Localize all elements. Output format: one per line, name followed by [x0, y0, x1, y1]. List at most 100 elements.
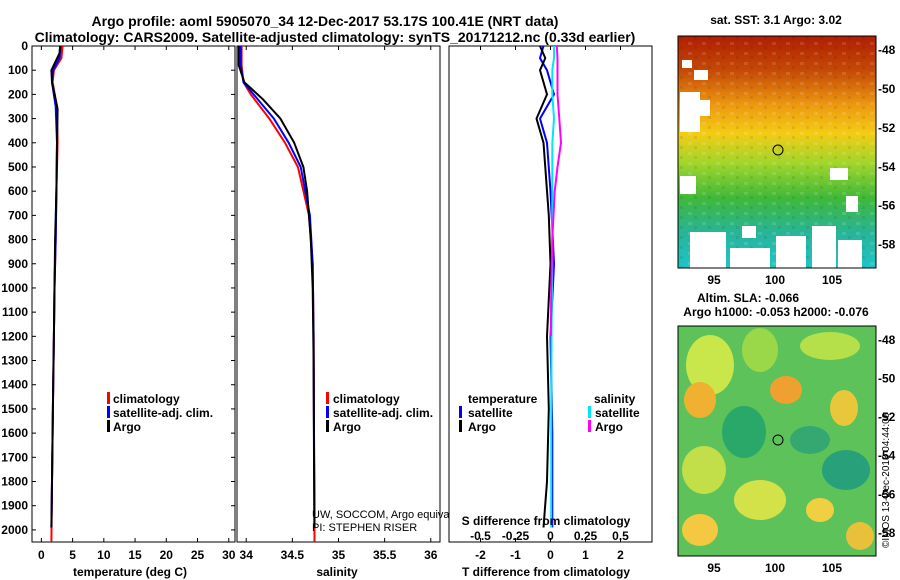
depth-tick-label: 800 — [8, 233, 28, 247]
map-lon-label: 105 — [822, 273, 842, 287]
map-lat-label: -56 — [878, 487, 896, 501]
depth-tick-label: 600 — [8, 184, 28, 198]
legend-climatology-s: climatology — [333, 392, 400, 406]
temperature-legend: climatology satellite-adj. clim. Argo — [107, 392, 213, 434]
series-line-temperature-argo — [535, 46, 552, 528]
legend-swatch-climatology — [107, 392, 110, 404]
s-difference-ticks: -0.5 -0.25 0 0.25 0.5 — [470, 529, 629, 543]
x-tick-label: 35.5 — [373, 548, 397, 562]
map-lon-label: 95 — [707, 273, 721, 287]
x-tick-label: 0 — [38, 548, 45, 562]
legend-swatch-argo — [107, 420, 110, 432]
s-difference-xlabel: S difference from climatology — [462, 514, 631, 528]
sla-lon-ticks: 95 100 105 — [707, 561, 842, 575]
s-diff-tick-label: -0.25 — [502, 529, 530, 543]
depth-tick-label: 100 — [8, 63, 28, 77]
legend-swatch-t-satellite — [459, 406, 462, 418]
x-tick-label: -2 — [475, 548, 486, 562]
depth-tick-label: 300 — [8, 112, 28, 126]
difference-legend: temperature satellite Argo salinity sate… — [459, 392, 640, 434]
depth-tick-label: 1600 — [1, 426, 28, 440]
temperature-panel: 0100200300400500600700800900100011001200… — [1, 39, 652, 579]
legend-satellite-adj-s: satellite-adj. clim. — [333, 406, 433, 420]
x-tick-label: 25 — [191, 548, 205, 562]
sla-title-line1: Altim. SLA: -0.066 — [697, 291, 799, 305]
sla-map: Altim. SLA: -0.066 Argo h1000: -0.053 h2… — [677, 291, 896, 575]
x-tick-label: 0 — [547, 548, 554, 562]
map-lat-label: -58 — [878, 526, 896, 540]
map-lat-label: -52 — [878, 121, 896, 135]
x-tick-label: 20 — [160, 548, 174, 562]
figure-title-line1: Argo profile: aoml 5905070_34 12-Dec-201… — [92, 13, 559, 29]
sla-argo-location-marker — [772, 434, 784, 446]
temperature-xlabel: temperature (deg C) — [73, 565, 187, 579]
sst-lon-ticks: 95 100 105 — [707, 273, 842, 287]
legend-satellite-adj: satellite-adj. clim. — [113, 406, 213, 420]
depth-tick-label: 1200 — [1, 329, 28, 343]
difference-x-ticks: -2 -1 0 1 2 — [475, 46, 624, 562]
map-lat-label: -48 — [878, 43, 896, 57]
map-lat-label: -54 — [878, 449, 896, 463]
legend-swatch-satellite — [107, 406, 110, 418]
map-lat-label: -48 — [878, 333, 896, 347]
depth-tick-label: 1000 — [1, 281, 28, 295]
legend-s-argo: Argo — [595, 420, 623, 434]
depth-tick-label: 1100 — [2, 305, 28, 319]
salinity-profiles — [237, 46, 316, 542]
x-tick-label: 1 — [582, 548, 589, 562]
depth-tick-label: 1800 — [1, 475, 28, 489]
depth-tick-label: 900 — [8, 257, 28, 271]
depth-ticks-temperature — [32, 45, 235, 531]
x-tick-label: 2 — [617, 548, 624, 562]
salinity-xlabel: salinity — [316, 565, 358, 579]
x-tick-label: 36 — [424, 548, 438, 562]
imos-watermark: ©IMOS 13-Dec-2018 04:44:06 — [881, 412, 892, 548]
credits-line2: PI: STEPHEN RISER — [312, 522, 417, 534]
depth-tick-labels: 0 100 200 300 400 500 600 700 800 900 1000 1100 1200… — [1, 39, 28, 537]
map-lon-label: 95 — [707, 561, 721, 575]
sst-texture — [678, 36, 876, 268]
temperature-profiles — [50, 46, 64, 542]
s-diff-tick-label: 0.25 — [574, 529, 598, 543]
salinity-x-ticks: 34 34.5 35 35.5 36 — [240, 46, 438, 562]
legend-swatch-t-argo — [459, 420, 462, 432]
map-lat-label: -56 — [878, 199, 896, 213]
sst-map-title: sat. SST: 3.1 Argo: 3.02 — [710, 13, 842, 27]
depth-tick-label: 1500 — [1, 402, 28, 416]
temperature-x-ticks: 0 5 10 15 20 25 30 — [38, 46, 236, 562]
legend-t-argo: Argo — [468, 420, 496, 434]
legend-s-satellite: satellite — [595, 406, 640, 420]
s-diff-tick-label: 0.5 — [612, 529, 629, 543]
difference-profiles — [535, 46, 562, 528]
series-line-salinity-satellite — [550, 46, 555, 528]
salinity-legend: climatology satellite-adj. clim. Argo — [326, 392, 433, 434]
map-lat-label: -50 — [878, 82, 896, 96]
map-lon-label: 100 — [765, 273, 785, 287]
series-line-salinity-argo — [549, 46, 562, 337]
x-tick-label: 30 — [222, 548, 236, 562]
map-lon-label: 100 — [765, 561, 785, 575]
map-lon-label: 105 — [822, 561, 842, 575]
difference-panel: -2 -1 0 1 2 -0.5 -0.25 0 0.25 0.5 T difference f… — [448, 45, 653, 579]
map-lat-label: -58 — [878, 238, 896, 252]
legend-swatch-s-satellite — [588, 406, 591, 418]
legend-swatch-s-argo — [588, 420, 591, 432]
depth-tick-label: 700 — [8, 208, 28, 222]
legend-swatch-satellite-s — [326, 406, 329, 418]
x-tick-label: 15 — [128, 548, 142, 562]
depth-tick-label: 1700 — [1, 450, 28, 464]
legend-swatch-argo-s — [326, 420, 329, 432]
x-tick-label: 35 — [332, 548, 346, 562]
series-line-argo — [50, 46, 62, 528]
map-lat-label: -50 — [878, 372, 896, 386]
depth-tick-label: 1900 — [1, 499, 28, 513]
map-lat-label: -54 — [878, 160, 896, 174]
s-diff-tick-label: -0.5 — [470, 529, 491, 543]
map-lat-label: -52 — [878, 410, 896, 424]
sla-lat-ticks: -48 -50 -52 -54 -56 -58 — [878, 333, 896, 540]
legend-salinity-header: salinity — [594, 392, 636, 406]
depth-tick-label: 2000 — [1, 523, 28, 537]
sst-lat-ticks: -48 -50 -52 -54 -56 -58 — [878, 43, 896, 252]
legend-argo: Argo — [113, 420, 141, 434]
